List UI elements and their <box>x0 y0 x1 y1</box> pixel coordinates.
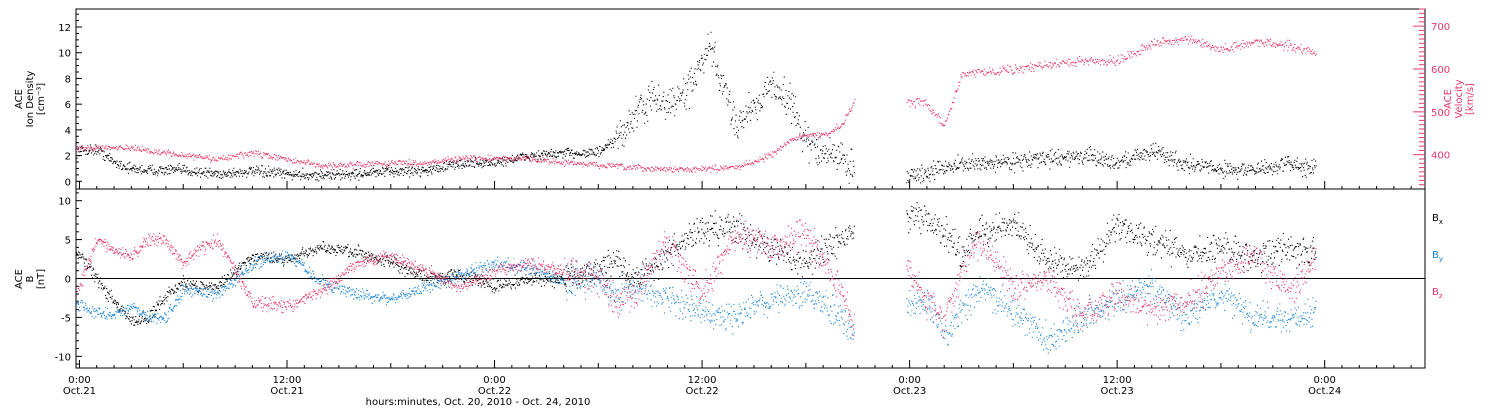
bottom-ylabel-line: B <box>25 275 36 282</box>
x-tick-time-label: 12:00 <box>688 375 717 386</box>
legend-by: By <box>1432 250 1443 263</box>
top-left-ytick-label: 10 <box>58 49 71 60</box>
top-left-ytick-label: 4 <box>65 126 71 137</box>
x-tick-date-label: Oct.21 <box>270 386 303 397</box>
x-tick-time-label: 0:00 <box>1313 375 1335 386</box>
top-left-ytick-label: 8 <box>65 74 71 85</box>
velocity-points <box>76 35 1317 174</box>
ion-density-series <box>76 31 1317 184</box>
bottom-ytick-label: -10 <box>55 352 71 363</box>
ion-density-points <box>76 31 1317 184</box>
top-right-ylabel-line: ACE <box>1443 89 1454 109</box>
top-right-ytick-label: 700 <box>1431 22 1450 33</box>
legend-bx: Bx <box>1432 213 1443 226</box>
x-tick-date-label: Oct.22 <box>478 386 511 397</box>
x-axis-title: hours:minutes, Oct. 20, 2010 - Oct. 24, … <box>366 397 591 408</box>
top-left-ylabel-line: Ion Density <box>25 71 36 128</box>
x-tick-date-label: Oct.23 <box>1101 386 1134 397</box>
velocity-series <box>76 35 1317 174</box>
top-right-ytick-label: 600 <box>1431 65 1450 76</box>
top-left-ytick-label: 12 <box>58 23 71 34</box>
bottom-ylabel-line: ACE <box>14 269 25 289</box>
top-right-ytick-label: 500 <box>1431 108 1450 119</box>
top-right-ylabel-line: [km/s] <box>1465 83 1476 115</box>
x-tick-time-label: 0:00 <box>68 375 90 386</box>
top-left-ylabel-line: [cm⁻³] <box>36 83 47 115</box>
bottom-ytick-label: 10 <box>58 197 71 208</box>
top-right-ytick-label: 400 <box>1431 151 1450 162</box>
bx-points <box>76 202 1317 326</box>
top-right-ylabel-line: Velocity <box>1454 79 1465 118</box>
bx-series <box>76 202 1317 326</box>
x-tick-date-label: Oct.21 <box>63 386 96 397</box>
x-tick-time-label: 0:00 <box>483 375 505 386</box>
x-tick-date-label: Oct.24 <box>1308 386 1341 397</box>
x-tick-time-label: 0:00 <box>898 375 920 386</box>
x-tick-date-label: Oct.23 <box>893 386 926 397</box>
top-left-ylabel-line: ACE <box>14 89 25 109</box>
bottom-ytick-label: 5 <box>65 236 71 247</box>
x-tick-time-label: 12:00 <box>1103 375 1132 386</box>
bottom-ylabel-line: [nT] <box>36 269 47 289</box>
legend-bz: Bz <box>1432 287 1443 300</box>
top-left-ytick-label: 2 <box>65 152 71 163</box>
x-tick-time-label: 12:00 <box>273 375 302 386</box>
bottom-panel: -10 -5 0 5 10 ACE B [nT] Bx By Bz <box>14 188 1443 369</box>
bottom-ytick-label: -5 <box>61 313 71 324</box>
x-axis: 0:00Oct.2112:00Oct.210:00Oct.2212:00Oct.… <box>63 181 1412 397</box>
bottom-ytick-label: 0 <box>65 275 71 286</box>
x-tick-date-label: Oct.22 <box>685 386 718 397</box>
top-left-ytick-label: 0 <box>65 177 71 188</box>
top-left-ytick-label: 6 <box>65 100 71 111</box>
